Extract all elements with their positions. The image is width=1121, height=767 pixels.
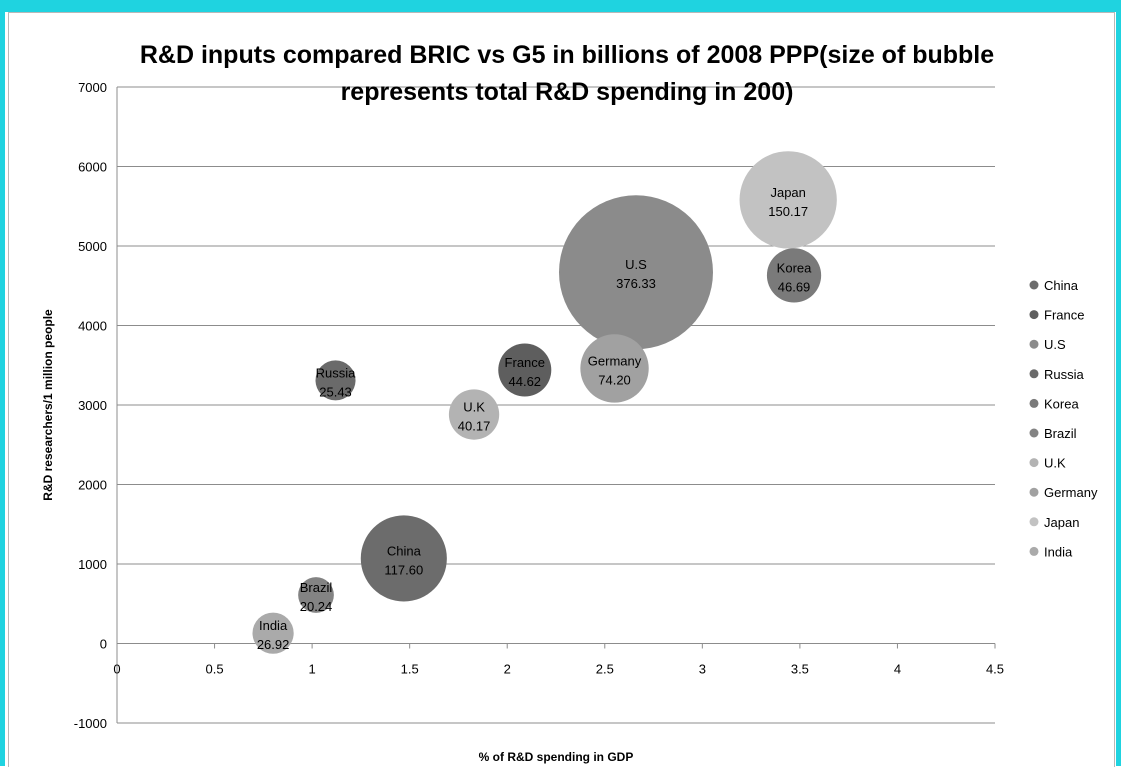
bubble-name-label: Russia: [316, 365, 357, 380]
legend-label: Korea: [1044, 396, 1079, 411]
bubble-name-label: China: [387, 543, 422, 558]
legend-label: U.K: [1044, 456, 1066, 471]
legend-marker: [1029, 487, 1039, 497]
bubble-name-label: Brazil: [300, 580, 333, 595]
bubble-name-label: Japan: [770, 185, 805, 200]
y-tick-label: 0: [100, 637, 107, 652]
bubble-india: [252, 612, 294, 654]
y-tick-label: 6000: [78, 160, 107, 175]
bubble-value-label: 44.62: [509, 374, 542, 389]
bubble-value-label: 150.17: [768, 204, 808, 219]
x-tick-label: 4.5: [986, 662, 1004, 677]
bubble-name-label: U.S: [625, 257, 647, 272]
gridlines: [117, 86, 995, 724]
legend-marker: [1029, 280, 1039, 290]
bubble-name-label: Korea: [777, 260, 812, 275]
legend-label: U.S: [1044, 337, 1066, 352]
y-tick-label: 4000: [78, 319, 107, 334]
y-tick-label: 1000: [78, 557, 107, 572]
x-tick-label: 4: [894, 662, 901, 677]
y-tick-label: 2000: [78, 478, 107, 493]
legend-marker: [1029, 398, 1039, 408]
bubble-korea: [766, 248, 822, 303]
chart-area-border: [8, 12, 1115, 767]
legend-label: Japan: [1044, 515, 1079, 530]
bubble-china: [360, 515, 447, 602]
bubble-value-label: 376.33: [616, 276, 656, 291]
legend-label: China: [1044, 278, 1079, 293]
y-tick-label: -1000: [74, 716, 107, 731]
x-tick-label: 2.5: [596, 662, 614, 677]
bubble-uk: [448, 389, 500, 440]
x-tick-label: 2: [504, 662, 511, 677]
bubble-name-label: Germany: [588, 353, 642, 368]
legend-marker: [1029, 369, 1039, 379]
chart-title-line-2: represents total R&D spending in 200): [341, 78, 794, 106]
legend-marker: [1029, 310, 1039, 320]
legend-marker: [1029, 517, 1039, 527]
bubble-value-label: 74.20: [598, 372, 631, 387]
bubble-france: [498, 343, 552, 397]
legend-label: Germany: [1044, 485, 1098, 500]
bubble-value-label: 117.60: [384, 562, 423, 577]
bubble-value-label: 46.69: [778, 279, 811, 294]
x-tick-label: 1: [308, 662, 315, 677]
y-tick-label: 3000: [78, 398, 107, 413]
x-tick-label: 0: [113, 662, 120, 677]
data-labels: China 117.60 France 44.62 U.S 376.33 Russia 25.…: [257, 185, 812, 652]
bubble-name-label: France: [505, 355, 545, 370]
bubble-us: [558, 195, 713, 350]
bubble-japan: [739, 151, 837, 249]
bubble-value-label: 26.92: [257, 637, 290, 652]
x-tick-label: 0.5: [206, 662, 224, 677]
x-axis-title: % of R&D spending in GDP: [479, 750, 634, 764]
x-tick-label: 3: [699, 662, 706, 677]
chart-title-line-1: R&D inputs compared BRIC vs G5 in billio…: [140, 41, 994, 69]
legend: China France U.S Russia Korea Brazil U.K German…: [1029, 278, 1098, 559]
x-tick-label: 1.5: [401, 662, 419, 677]
bubbles: [252, 151, 837, 654]
bubble-germany: [580, 334, 649, 403]
bubble-russia: [315, 360, 356, 401]
y-tick-label: 5000: [78, 239, 107, 254]
legend-marker: [1029, 546, 1039, 556]
y-tick-label: 7000: [78, 80, 107, 95]
bubble-name-label: U.K: [463, 400, 485, 415]
legend-marker: [1029, 339, 1039, 349]
y-axis-title: R&D researchers/1 million people: [41, 309, 55, 501]
bubble-value-label: 40.17: [458, 419, 491, 434]
bubble-name-label: India: [259, 618, 288, 633]
bubble-value-label: 25.43: [319, 384, 352, 399]
legend-label: France: [1044, 308, 1084, 323]
x-tick-label: 3.5: [791, 662, 809, 677]
bubble-brazil: [298, 577, 334, 613]
legend-label: Brazil: [1044, 426, 1077, 441]
legend-marker: [1029, 458, 1039, 468]
bubble-value-label: 20.24: [300, 599, 333, 614]
legend-label: India: [1044, 544, 1073, 559]
legend-marker: [1029, 428, 1039, 438]
legend-label: Russia: [1044, 367, 1085, 382]
